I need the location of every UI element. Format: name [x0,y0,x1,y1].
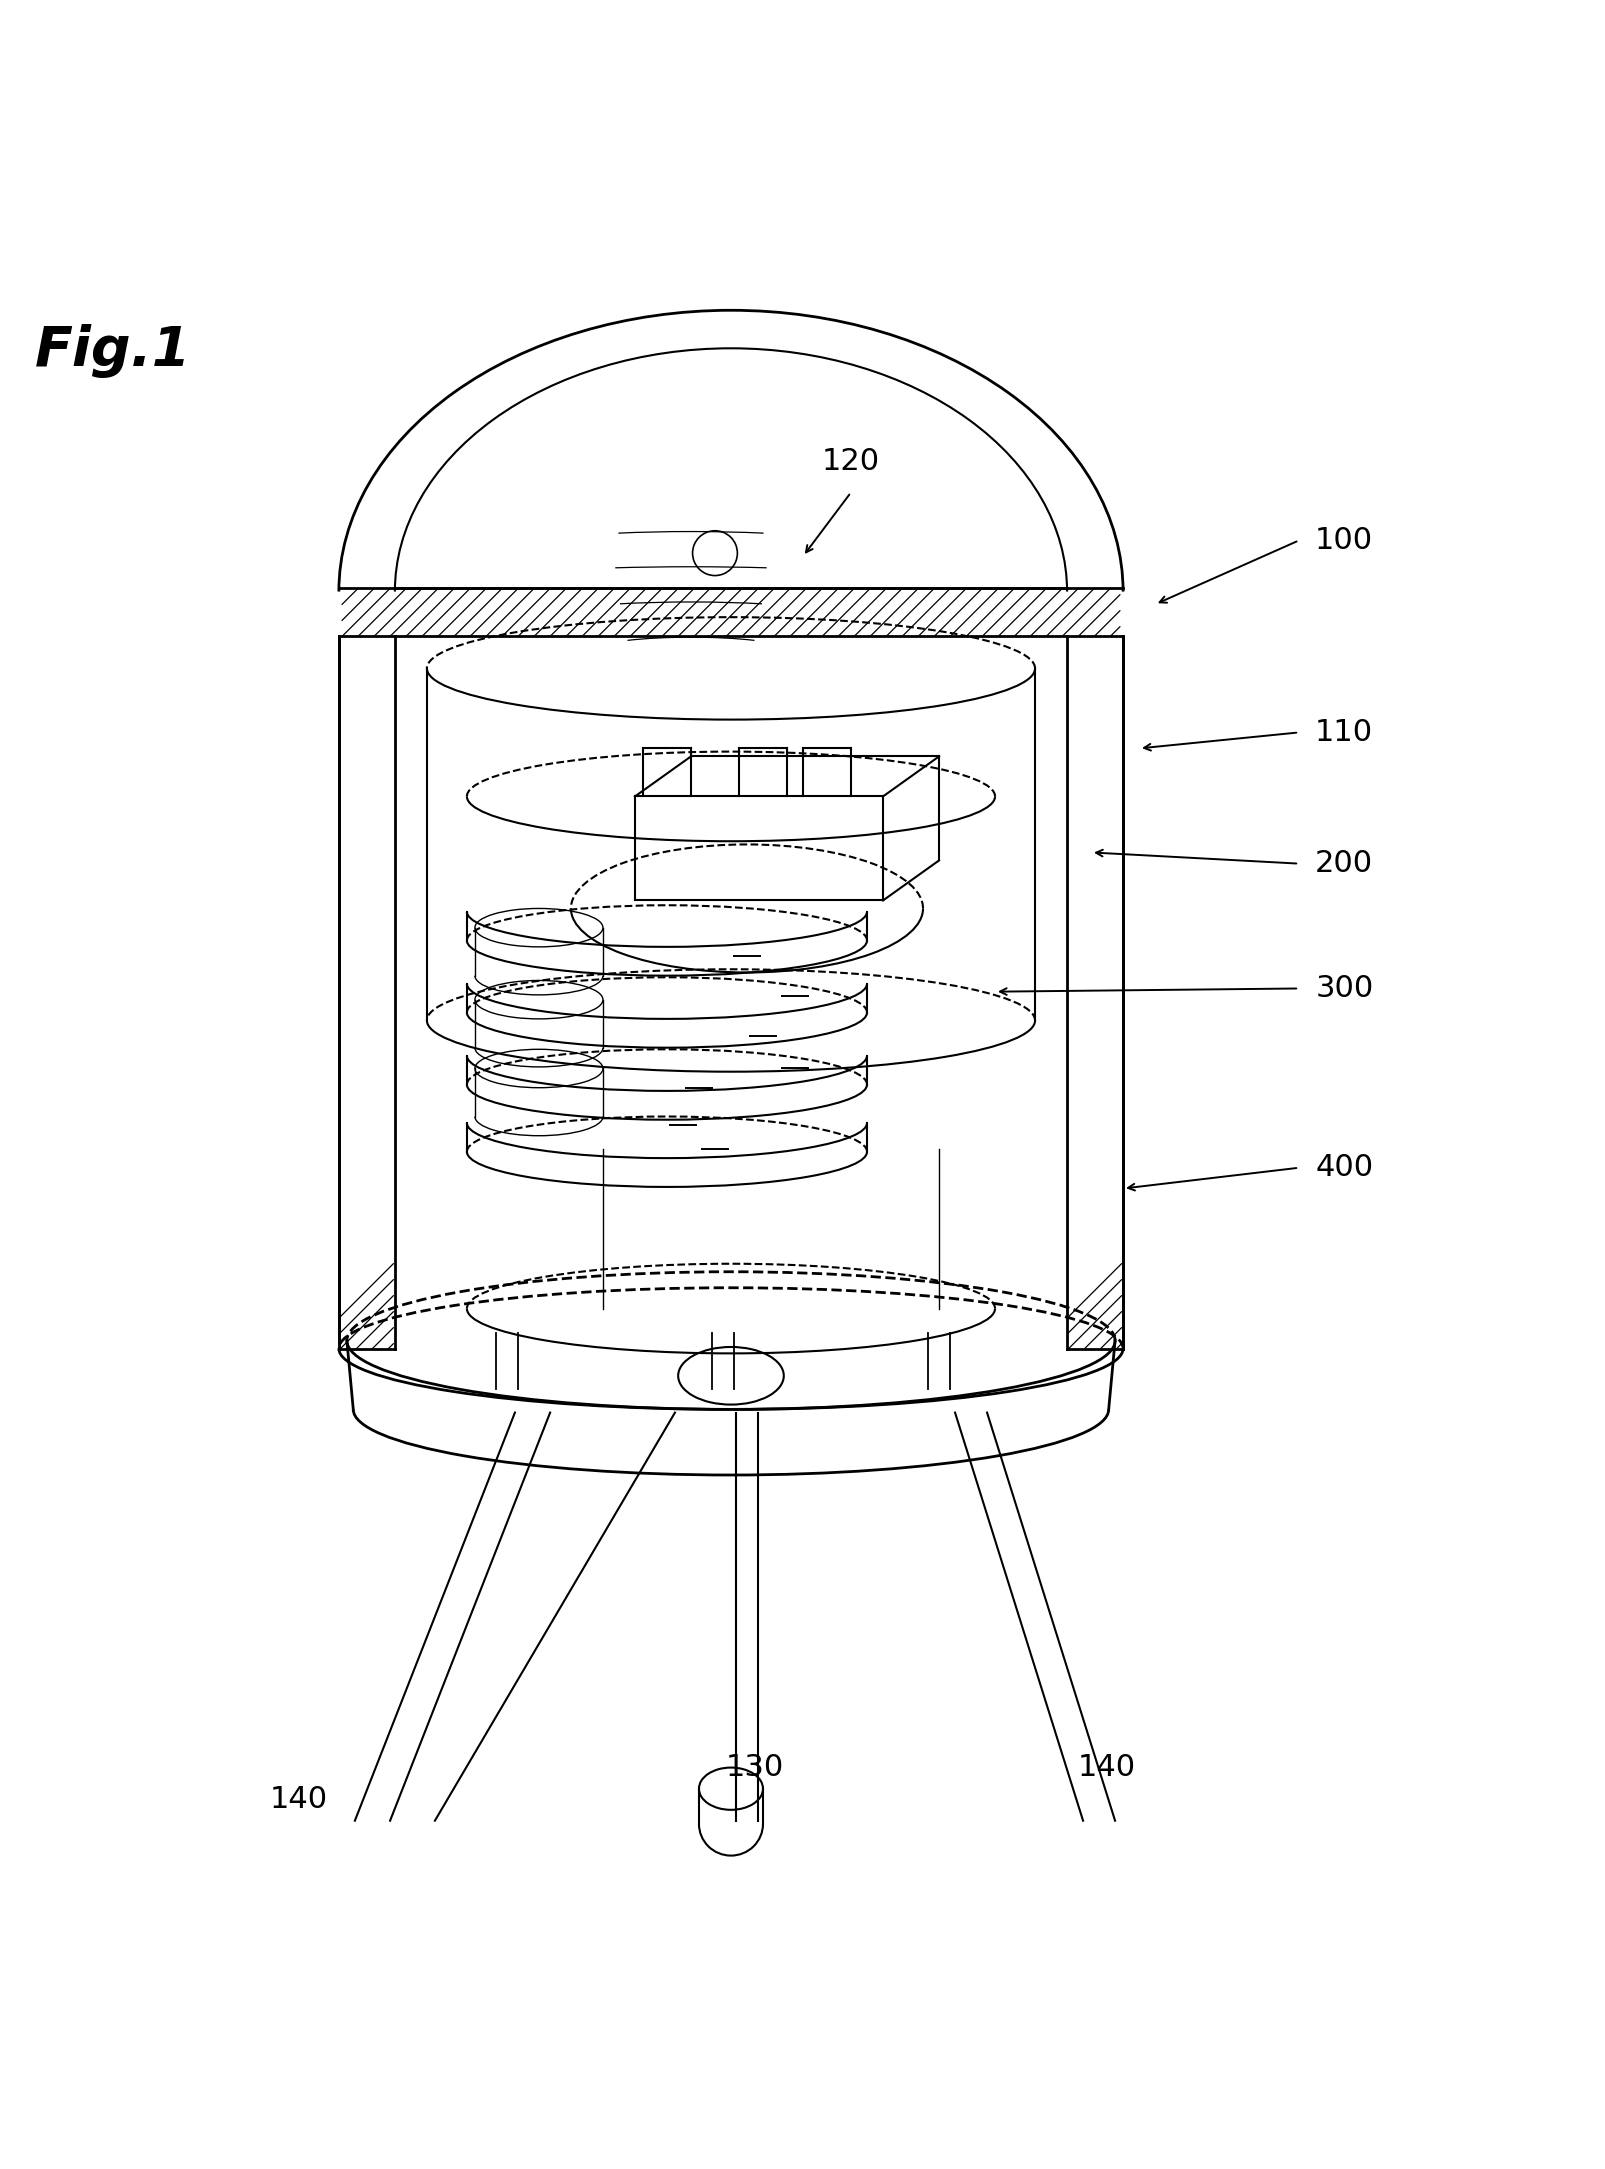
Text: 110: 110 [1314,718,1372,746]
Text: 140: 140 [1077,1753,1135,1783]
Text: 300: 300 [1314,974,1372,1002]
Text: 100: 100 [1314,525,1372,555]
Text: 120: 120 [822,447,880,477]
Text: 200: 200 [1314,848,1372,878]
Text: 140: 140 [270,1785,327,1815]
Text: 400: 400 [1314,1154,1372,1182]
Text: 130: 130 [725,1753,783,1783]
Text: Fig.1: Fig.1 [35,325,191,377]
